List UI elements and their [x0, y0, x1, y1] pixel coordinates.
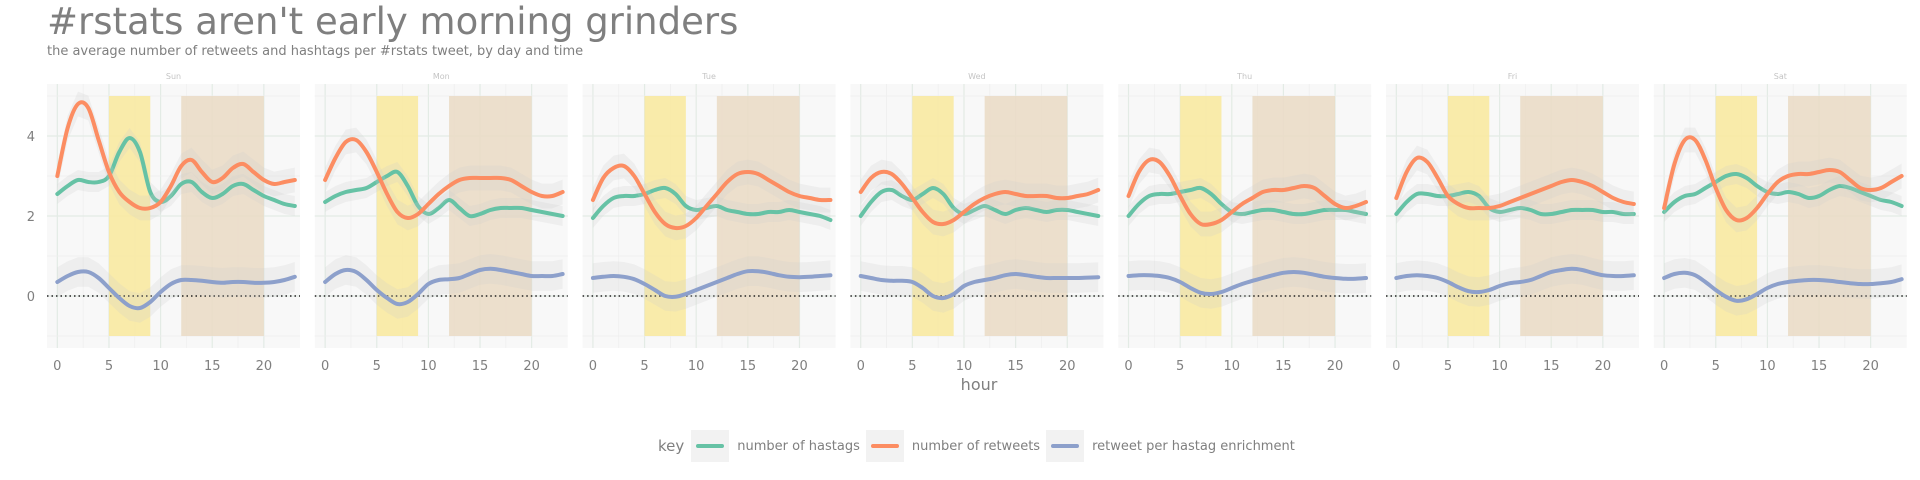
series-line-mon-0 [323, 169, 565, 219]
x-tick-label: 15 [472, 359, 489, 374]
x-tick-label: 10 [1224, 359, 1241, 374]
legend-label-enrichment: retweet per hastag enrichment [1092, 438, 1295, 454]
series-line-sun-1 [55, 100, 297, 211]
series-line-tue-2 [590, 268, 833, 299]
legend-title: key [658, 437, 685, 455]
x-tick-label: 0 [589, 359, 597, 374]
x-tick-label: 10 [1759, 359, 1776, 374]
legend-swatch-retweets [865, 430, 904, 462]
chart-title: #rstats aren't early morning grinders [47, 0, 739, 43]
x-tick-label: 5 [1712, 359, 1720, 374]
series-line-tue-1 [590, 163, 833, 231]
x-tick-label: 5 [908, 359, 916, 374]
facet-label-wed: Wed [968, 72, 985, 81]
confidence-band-mon-1 [325, 127, 563, 231]
x-tick-label: 15 [1275, 359, 1292, 374]
x-tick-label: 20 [1059, 359, 1076, 374]
facet-label-tue: Tue [701, 72, 716, 81]
series-line-wed-1 [858, 169, 1101, 227]
series-line-thu-2 [1126, 270, 1369, 297]
series-line-sat-0 [1662, 171, 1904, 214]
confidence-band-sat-2 [1664, 258, 1902, 316]
shaded-region-sun-1 [181, 96, 264, 336]
x-tick-label: 0 [1660, 359, 1668, 374]
legend-label-hashtags: number of hastags [737, 438, 860, 454]
series-line-sun-2 [55, 269, 297, 311]
x-tick-label: 10 [1491, 359, 1508, 374]
x-tick-label: 5 [640, 359, 648, 374]
confidence-band-thu-1 [1128, 147, 1367, 237]
x-tick-label: 0 [321, 359, 329, 374]
x-tick-label: 10 [152, 359, 169, 374]
x-tick-label: 5 [1444, 359, 1452, 374]
series-line-sat-2 [1662, 270, 1904, 303]
series-line-fri-2 [1394, 266, 1636, 295]
x-tick-label: 15 [1811, 359, 1828, 374]
shaded-region-sat-1 [1788, 96, 1871, 336]
x-tick-label: 10 [688, 359, 705, 374]
legend: key number of hastags number of retweets… [658, 430, 1301, 462]
x-tick-label: 15 [740, 359, 757, 374]
legend-swatch-enrichment [1046, 430, 1085, 462]
series-line-wed-2 [858, 272, 1101, 301]
legend-swatch-hashtags [691, 430, 730, 462]
facet-label-sat: Sat [1774, 72, 1787, 81]
series-line-fri-0 [1394, 189, 1636, 217]
x-tick-label: 20 [791, 359, 808, 374]
series-line-thu-1 [1126, 157, 1369, 227]
x-tick-label: 0 [1392, 359, 1400, 374]
x-tick-label: 5 [105, 359, 113, 374]
legend-item-retweets: number of retweets [865, 430, 1041, 462]
facet-label-sun: Sun [166, 72, 181, 81]
legend-item-enrichment: retweet per hastag enrichment [1046, 430, 1295, 462]
legend-label-retweets: number of retweets [911, 438, 1041, 454]
legend-item-hashtags: number of hastags [691, 430, 860, 462]
x-tick-label: 20 [1327, 359, 1344, 374]
x-tick-label: 0 [1124, 359, 1132, 374]
series-line-fri-1 [1394, 155, 1636, 211]
series-line-tue-0 [590, 185, 833, 222]
y-tick-label: 0 [27, 290, 35, 305]
series-line-wed-0 [858, 186, 1101, 218]
x-tick-label: 20 [523, 359, 540, 374]
x-tick-label: 10 [956, 359, 973, 374]
confidence-band-sun-0 [57, 128, 295, 216]
x-tick-label: 20 [1862, 359, 1879, 374]
x-tick-label: 20 [1595, 359, 1612, 374]
series-line-sun-0 [55, 136, 297, 208]
x-tick-label: 5 [373, 359, 381, 374]
x-tick-label: 10 [420, 359, 437, 374]
series-line-thu-0 [1126, 185, 1369, 218]
series-line-sat-1 [1662, 135, 1904, 223]
confidence-band-wed-1 [860, 159, 1099, 237]
confidence-band-sun-2 [57, 257, 295, 323]
y-tick-label: 2 [27, 210, 35, 225]
x-tick-label: 0 [53, 359, 61, 374]
x-tick-label: 20 [256, 359, 273, 374]
x-tick-label: 15 [1543, 359, 1560, 374]
facet-label-fri: Fri [1508, 72, 1518, 81]
series-line-mon-2 [323, 266, 565, 307]
x-tick-label: 5 [1176, 359, 1184, 374]
x-axis-title: hour [961, 375, 998, 394]
series-line-mon-1 [323, 137, 565, 221]
y-tick-label: 4 [27, 130, 35, 145]
confidence-band-wed-2 [860, 259, 1099, 313]
facet-label-thu: Thu [1236, 72, 1252, 81]
x-tick-label: 15 [204, 359, 221, 374]
x-tick-label: 15 [1007, 359, 1024, 374]
facet-label-mon: Mon [433, 72, 450, 81]
chart-subtitle: the average number of retweets and hasht… [47, 44, 584, 59]
x-tick-label: 0 [857, 359, 865, 374]
